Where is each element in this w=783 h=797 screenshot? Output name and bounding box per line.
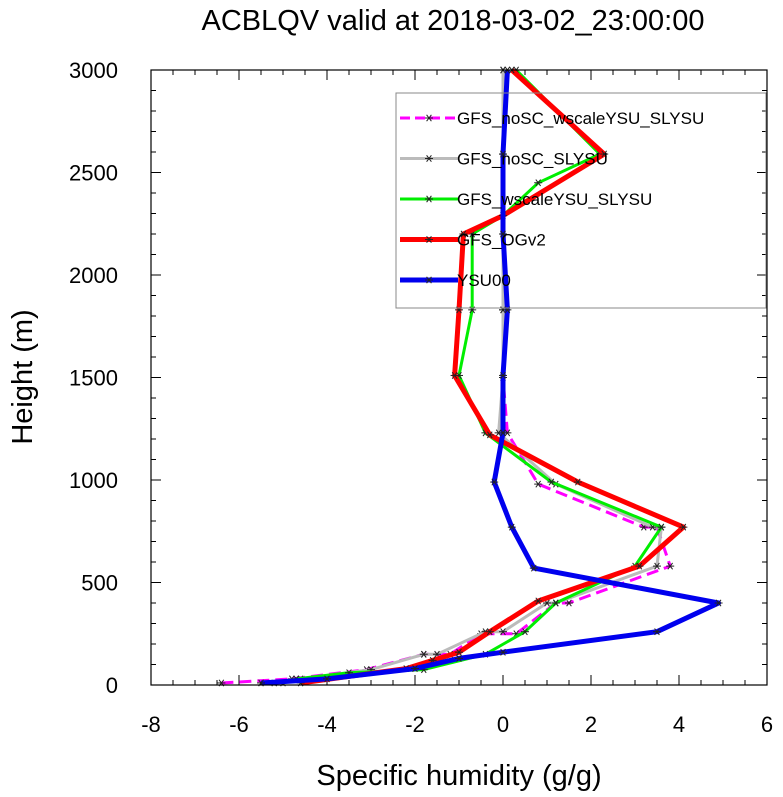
legend-box (395, 92, 767, 309)
series-line (260, 69, 722, 686)
series-point (565, 599, 573, 607)
x-tick-label: 0 (497, 712, 509, 737)
plot-frame (150, 69, 768, 686)
series-line (300, 68, 686, 686)
y-tick-labels: 0 500 1000 1500 2000 2500 3000 (69, 58, 118, 698)
legend: GFS_noSC_wscaleYSU_SLYSU GFS_noSC_SLYSU GF… (395, 92, 767, 309)
series-point (600, 150, 609, 158)
series-point (521, 628, 529, 636)
y-tick-label: 2500 (69, 161, 118, 186)
series-point (499, 648, 507, 656)
x-tick-label: -6 (229, 712, 249, 737)
series-point (485, 628, 494, 636)
series-point (499, 150, 507, 158)
series-point (485, 431, 494, 439)
legend-label: GFS_wscaleYSU_SLYSU (457, 190, 652, 209)
series-point (573, 478, 582, 486)
y-tick-label: 1500 (69, 366, 118, 391)
legend-marker (425, 114, 433, 122)
series-point (455, 648, 463, 656)
x-tick-label: -2 (405, 712, 425, 737)
legend-marker (425, 195, 433, 203)
legend-label: GFS_noSC_wscaleYSU_SLYSU (457, 109, 704, 128)
series-point (419, 650, 428, 658)
y-tick-label: 2000 (69, 263, 118, 288)
legend-label: GFS_noSC_SLYSU (457, 150, 608, 169)
y-tick-label: 1000 (69, 468, 118, 493)
series-point (653, 562, 661, 570)
legend-marker (425, 155, 433, 162)
series-point (635, 562, 644, 570)
series-point (714, 599, 723, 607)
x-tick-label: 4 (673, 712, 685, 737)
series-point (534, 597, 543, 605)
legend-item: GFS_noSC_SLYSU (400, 150, 608, 169)
series-point (529, 564, 538, 572)
series-point (551, 599, 560, 607)
x-axis-title: Specific humidity (g/g) (316, 760, 601, 792)
series-point (499, 429, 507, 437)
y-tick-label: 0 (106, 673, 118, 698)
x-tick-label: 6 (761, 712, 773, 737)
legend-marker (425, 236, 433, 243)
series-point (547, 478, 556, 486)
legend-label: YSU00 (457, 271, 511, 290)
series-point (499, 230, 507, 238)
series-point (455, 654, 463, 662)
legend-item: GFS_noSC_wscaleYSU_SLYSU (400, 109, 704, 128)
series-point (653, 628, 661, 636)
series-point (507, 523, 516, 531)
series-point (657, 523, 666, 531)
y-axis-title: Height (m) (7, 309, 39, 444)
series-point (679, 523, 688, 531)
series-point (490, 478, 499, 486)
plot-series (217, 66, 723, 687)
y-tick-label: 3000 (69, 58, 118, 83)
legend-item: GFS_OGv2 (400, 231, 546, 250)
legend-item: YSU00 (400, 271, 511, 290)
series-4 (257, 66, 723, 687)
series-point (499, 628, 507, 636)
series-point (534, 179, 543, 187)
series-point (411, 665, 419, 673)
series-point (666, 562, 675, 570)
legend-item: GFS_wscaleYSU_SLYSU (400, 190, 652, 209)
x-tick-labels: -8 -6 -4 -2 0 2 4 6 (141, 712, 773, 737)
legend-marker (425, 276, 433, 284)
series-point (499, 371, 507, 379)
legend-label: GFS_OGv2 (457, 231, 546, 250)
series-point (450, 371, 459, 379)
series-point (534, 480, 543, 488)
series-point (459, 230, 468, 238)
x-tick-label: 2 (585, 712, 597, 737)
y-tick-label: 500 (81, 571, 118, 596)
chart-title: ACBLQV valid at 2018-03-02_23:00:00 (201, 5, 704, 37)
series-point (323, 675, 331, 683)
x-tick-label: -8 (141, 712, 161, 737)
x-tick-label: -4 (317, 712, 337, 737)
